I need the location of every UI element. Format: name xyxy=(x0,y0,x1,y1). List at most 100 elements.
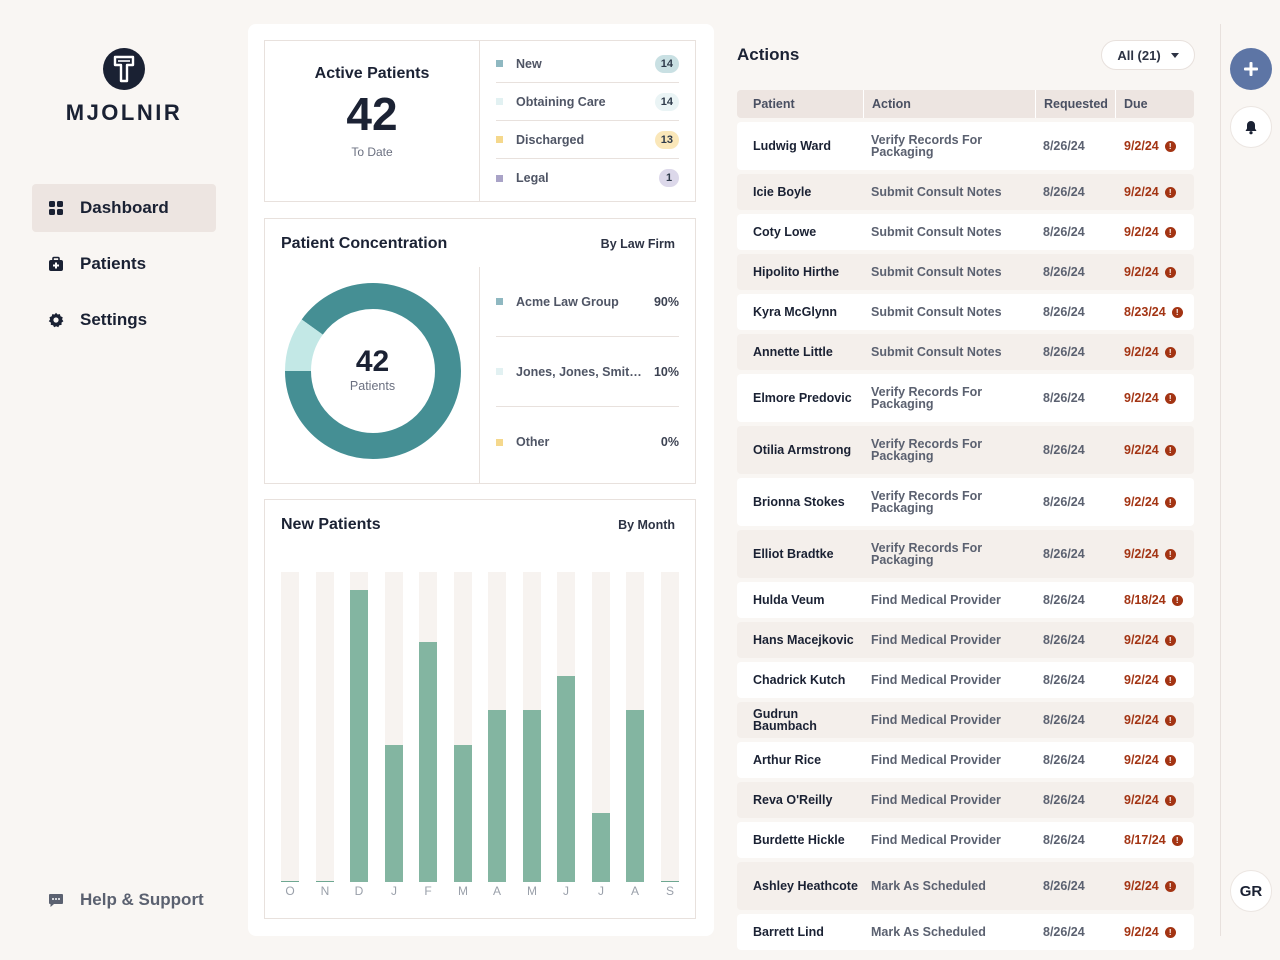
table-row[interactable]: Gudrun Baumbach Find Medical Provider 8/26… xyxy=(737,702,1194,738)
due-date: 9/2/24! xyxy=(1124,254,1196,290)
table-row[interactable]: Icie Boyle Submit Consult Notes 8/26/24 9/2… xyxy=(737,174,1194,210)
due-date-text: 9/2/24 xyxy=(1124,793,1159,807)
patient-name-text: Hans Macejkovic xyxy=(753,633,854,647)
gear-icon xyxy=(48,312,64,328)
due-date: 9/2/24! xyxy=(1124,702,1196,738)
help-support-link[interactable]: Help & Support xyxy=(48,890,204,910)
due-date: 8/17/24! xyxy=(1124,822,1196,858)
right-rail-divider xyxy=(1220,24,1221,936)
bar[interactable] xyxy=(523,710,541,882)
legend-swatch xyxy=(496,60,503,67)
overdue-alert-icon: ! xyxy=(1164,266,1176,278)
bar[interactable] xyxy=(626,710,644,882)
action-name: Verify Records For Packaging xyxy=(871,374,1021,422)
bar[interactable] xyxy=(419,642,437,882)
table-row[interactable]: Otilia Armstrong Verify Records For Packa… xyxy=(737,426,1194,474)
bar[interactable] xyxy=(385,745,403,882)
bar[interactable] xyxy=(316,881,334,882)
table-row[interactable]: Hipolito Hirthe Submit Consult Notes 8/26/… xyxy=(737,254,1194,290)
table-row[interactable]: Elliot Bradtke Verify Records For Packagi… xyxy=(737,530,1194,578)
requested-date: 8/26/24 xyxy=(1043,426,1113,474)
table-row[interactable]: Chadrick Kutch Find Medical Provider 8/26/… xyxy=(737,662,1194,698)
sidebar-item-label: Settings xyxy=(80,310,148,329)
law-firm-name: Acme Law Group xyxy=(516,294,619,309)
donut-slice[interactable] xyxy=(285,283,461,459)
actions-title: Actions xyxy=(737,45,800,64)
status-row-obtaining-care[interactable]: Obtaining Care 14 xyxy=(496,83,679,121)
x-tick-label: A xyxy=(630,884,639,898)
table-row[interactable]: Annette Little Submit Consult Notes 8/26/2… xyxy=(737,334,1194,370)
status-row-new[interactable]: New 14 xyxy=(496,45,679,83)
status-list: New 14 Obtaining Care 14 Discharged 13 L… xyxy=(480,41,695,197)
column-header-requested[interactable]: Requested xyxy=(1035,90,1115,118)
action-name-text: Verify Records For Packaging xyxy=(871,133,983,159)
group-by-label: By Law Firm xyxy=(600,237,675,251)
action-name-text: Find Medical Provider xyxy=(871,833,1001,847)
overdue-alert-icon: ! xyxy=(1171,306,1183,318)
bar[interactable] xyxy=(488,710,506,882)
law-firm-row[interactable]: Jones, Jones, Smith... 10% xyxy=(496,337,679,407)
table-row[interactable]: Hulda Veum Find Medical Provider 8/26/24 8/… xyxy=(737,582,1194,618)
patient-name-text: Chadrick Kutch xyxy=(753,673,846,687)
requested-date-text: 8/26/24 xyxy=(1043,793,1085,807)
bar[interactable] xyxy=(557,676,575,882)
requested-date-text: 8/26/24 xyxy=(1043,345,1085,359)
table-row[interactable]: Ludwig Ward Verify Records For Packaging 8… xyxy=(737,122,1194,170)
action-name: Find Medical Provider xyxy=(871,622,1021,658)
chart-subtitle: By Month xyxy=(618,518,675,532)
sidebar-item-settings[interactable]: Settings xyxy=(32,296,216,344)
table-row[interactable]: Kyra McGlynn Submit Consult Notes 8/26/24 8… xyxy=(737,294,1194,330)
patient-name-text: Otilia Armstrong xyxy=(753,443,852,457)
requested-date: 8/26/24 xyxy=(1043,662,1113,698)
bar-track xyxy=(316,572,334,882)
column-header-patient[interactable]: Patient xyxy=(753,97,795,111)
table-row[interactable]: Arthur Rice Find Medical Provider 8/26/24 9… xyxy=(737,742,1194,778)
law-firm-row[interactable]: Acme Law Group 90% xyxy=(496,267,679,337)
status-row-legal[interactable]: Legal 1 xyxy=(496,159,679,197)
patient-name-text: Brionna Stokes xyxy=(753,495,845,509)
sidebar: MJOLNIR Dashboard Patients Settings Help… xyxy=(0,0,248,960)
bar[interactable] xyxy=(592,813,610,882)
table-row[interactable]: Hans Macejkovic Find Medical Provider 8/26… xyxy=(737,622,1194,658)
user-avatar[interactable]: GR xyxy=(1230,870,1272,912)
overdue-alert-icon: ! xyxy=(1171,594,1183,606)
bar-track xyxy=(454,572,472,882)
due-date-text: 9/2/24 xyxy=(1124,753,1159,767)
requested-date-text: 8/26/24 xyxy=(1043,265,1085,279)
table-row[interactable]: Coty Lowe Submit Consult Notes 8/26/24 9/2/… xyxy=(737,214,1194,250)
bar[interactable] xyxy=(281,881,299,882)
table-row[interactable]: Elmore Predovic Verify Records For Packag… xyxy=(737,374,1194,422)
status-row-discharged[interactable]: Discharged 13 xyxy=(496,121,679,159)
count-badge: 13 xyxy=(654,130,679,149)
count-badge: 14 xyxy=(654,54,679,73)
notifications-button[interactable] xyxy=(1230,106,1272,148)
bar[interactable] xyxy=(454,745,472,882)
status-label: Obtaining Care xyxy=(516,94,606,109)
sidebar-item-dashboard[interactable]: Dashboard xyxy=(32,184,216,232)
requested-date: 8/26/24 xyxy=(1043,214,1113,250)
column-header-action[interactable]: Action xyxy=(863,90,1035,118)
bar-track xyxy=(488,572,506,882)
actions-filter-dropdown[interactable]: All (21) xyxy=(1101,40,1195,70)
due-date: 9/2/24! xyxy=(1124,214,1196,250)
table-row[interactable]: Ashley Heathcote Mark As Scheduled 8/26/24… xyxy=(737,862,1194,910)
requested-date: 8/26/24 xyxy=(1043,742,1113,778)
table-row[interactable]: Brionna Stokes Verify Records For Packagi… xyxy=(737,478,1194,526)
requested-date: 8/26/24 xyxy=(1043,254,1113,290)
column-header-due[interactable]: Due xyxy=(1115,90,1194,118)
action-name-text: Find Medical Provider xyxy=(871,593,1001,607)
table-row[interactable]: Reva O'Reilly Find Medical Provider 8/26/2… xyxy=(737,782,1194,818)
patient-name: Arthur Rice xyxy=(753,742,863,778)
requested-date-text: 8/26/24 xyxy=(1043,713,1085,727)
bar[interactable] xyxy=(661,881,679,882)
brand-name: MJOLNIR xyxy=(65,100,183,125)
table-row[interactable]: Barrett Lind Mark As Scheduled 8/26/24 9/2/… xyxy=(737,914,1194,950)
bar[interactable] xyxy=(350,590,368,882)
law-firm-row[interactable]: Other 0% xyxy=(496,407,679,477)
chevron-down-icon xyxy=(1170,52,1179,58)
action-name: Mark As Scheduled xyxy=(871,914,1021,950)
table-row[interactable]: Burdette Hickle Find Medical Provider 8/26… xyxy=(737,822,1194,858)
sidebar-item-patients[interactable]: Patients xyxy=(32,240,216,288)
overdue-alert-icon: ! xyxy=(1164,496,1176,508)
add-button[interactable] xyxy=(1230,48,1272,90)
